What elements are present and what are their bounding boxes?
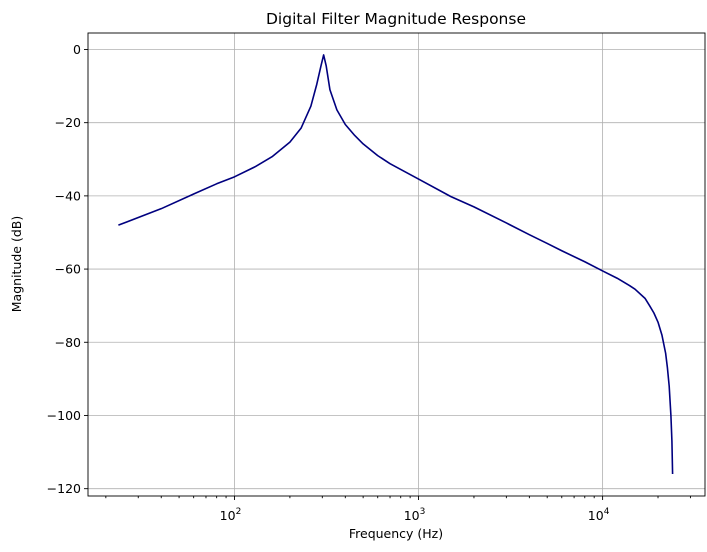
y-tick-label-5: −100 (47, 408, 81, 423)
y-tick-label-0: 0 (73, 42, 81, 57)
y-tick-label-4: −80 (55, 335, 81, 350)
series-line-0 (118, 54, 674, 475)
chart-title: Digital Filter Magnitude Response (266, 10, 526, 28)
plot-frame (87, 32, 706, 497)
x-tick-label-2: 104 (588, 507, 610, 523)
grid-lines (88, 33, 705, 496)
x-axis-label: Frequency (Hz) (349, 526, 443, 541)
axis-ticks: 102 103 104 0 −20 −40 −60 −80 −100 −120 (47, 42, 610, 523)
y-axis-label: Magnitude (dB) (9, 216, 24, 312)
y-tick-label-6: −120 (47, 481, 81, 496)
series-layer (118, 54, 674, 475)
y-tick-label-1: −20 (55, 115, 81, 130)
x-tick-label-0: 102 (220, 507, 242, 523)
x-tick-label-1: 103 (404, 507, 426, 523)
y-tick-label-2: −40 (55, 188, 81, 203)
y-tick-label-3: −60 (55, 262, 81, 277)
